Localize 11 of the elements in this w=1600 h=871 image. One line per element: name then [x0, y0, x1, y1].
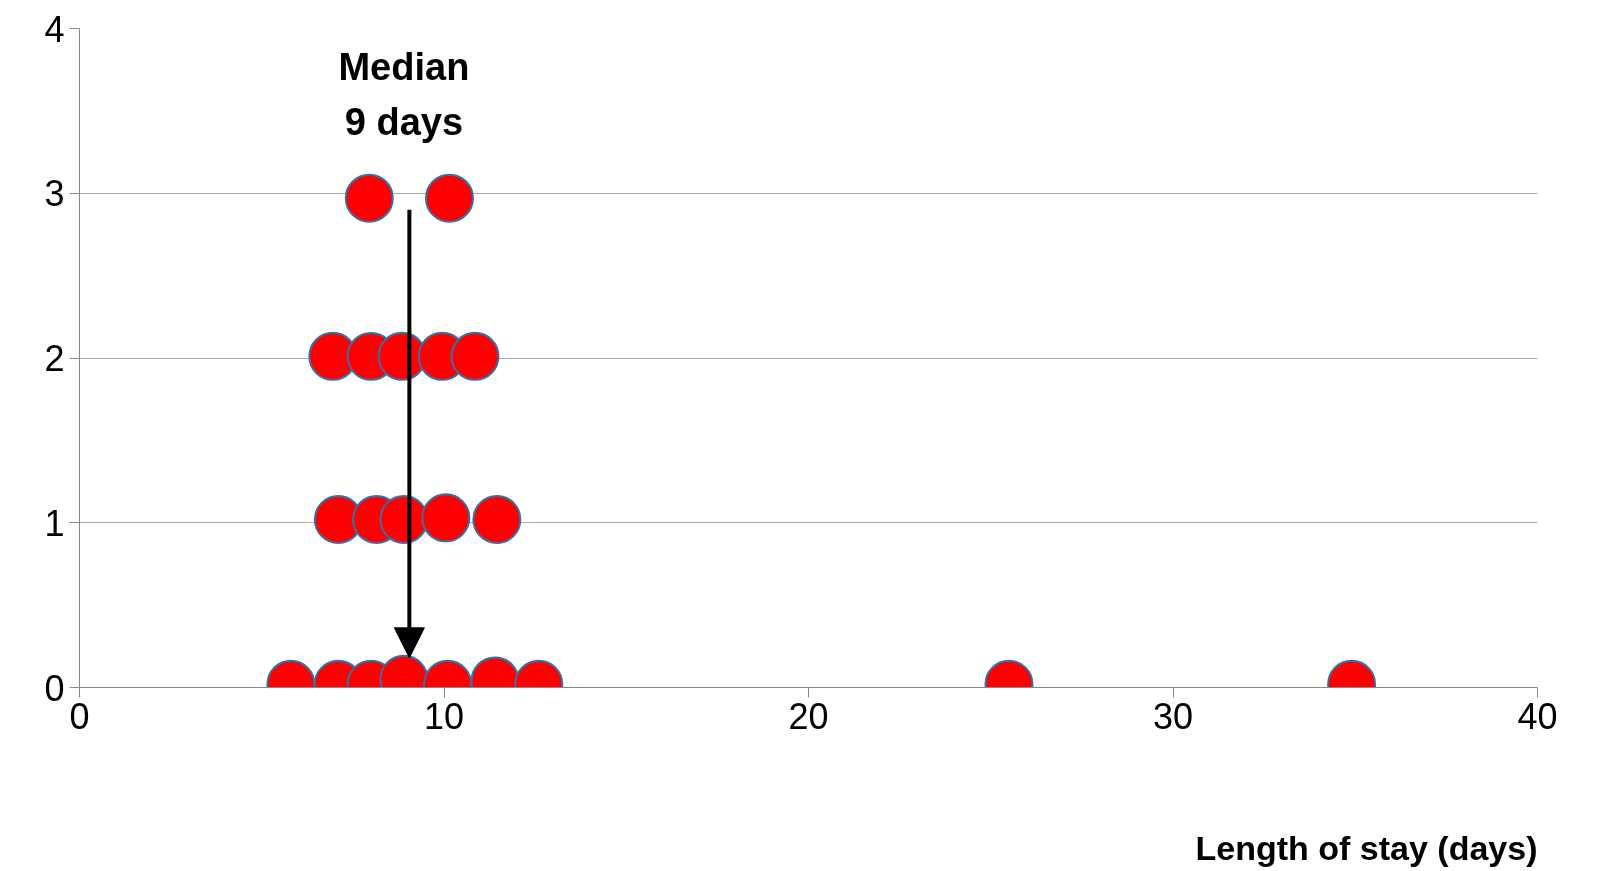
x-tick-label: 40: [1517, 695, 1558, 737]
y-tick-label: 4: [44, 8, 65, 50]
x-axis-title: Length of stay (days): [1195, 828, 1538, 867]
y-tick-label: 2: [44, 338, 65, 379]
y-tick-label: 1: [44, 502, 65, 544]
y-tick-label: 3: [44, 173, 65, 215]
x-tick-label: 30: [1152, 695, 1194, 737]
y-tick-label: 0: [44, 667, 65, 709]
x-tick-label: 20: [788, 695, 829, 737]
annotation: Median 9 days: [338, 46, 470, 143]
x-tick-label: 10: [423, 695, 465, 737]
